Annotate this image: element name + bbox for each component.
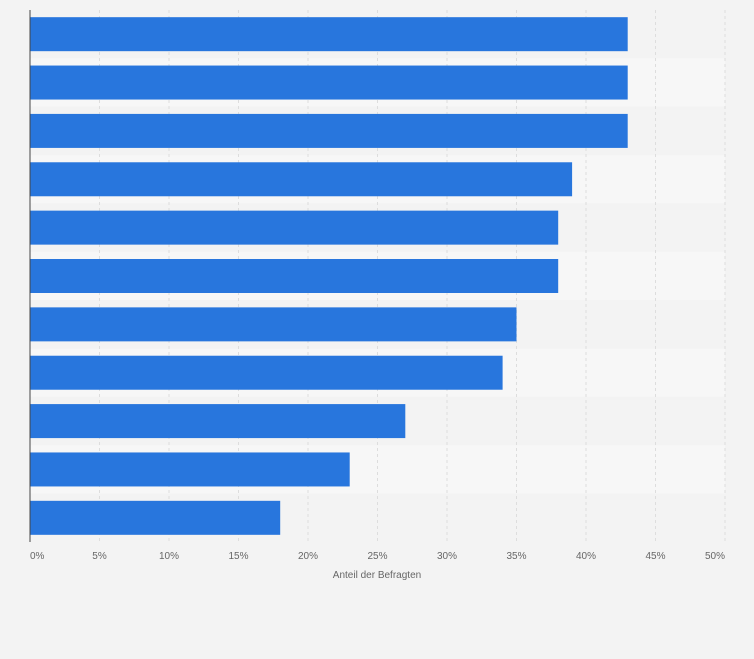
x-tick-label: 5% [92, 551, 107, 562]
x-axis-ticks: 0% 5% 10% 15% 20% 25% 30% 35% 40% 45% 50% [30, 551, 725, 562]
bars [30, 17, 628, 535]
x-tick-label: 30% [437, 551, 457, 562]
x-tick-label: 15% [228, 551, 248, 562]
x-tick-label: 25% [367, 551, 387, 562]
bar [30, 65, 628, 100]
x-tick-label: 45% [645, 551, 665, 562]
bar [30, 162, 573, 197]
bar [30, 500, 281, 535]
bar [30, 355, 503, 390]
x-tick-label: 35% [506, 551, 526, 562]
x-tick-label: 40% [576, 551, 596, 562]
x-tick-label: 0% [30, 551, 45, 562]
x-tick-label: 50% [705, 551, 725, 562]
x-tick-label: 20% [298, 551, 318, 562]
x-tick-label: 10% [159, 551, 179, 562]
bar [30, 113, 628, 148]
bar [30, 259, 559, 293]
bar [30, 452, 350, 487]
bar [30, 307, 517, 342]
bar [30, 210, 559, 245]
bar [30, 404, 406, 439]
bar [30, 17, 628, 52]
x-axis-title: Anteil der Befragten [333, 570, 421, 581]
